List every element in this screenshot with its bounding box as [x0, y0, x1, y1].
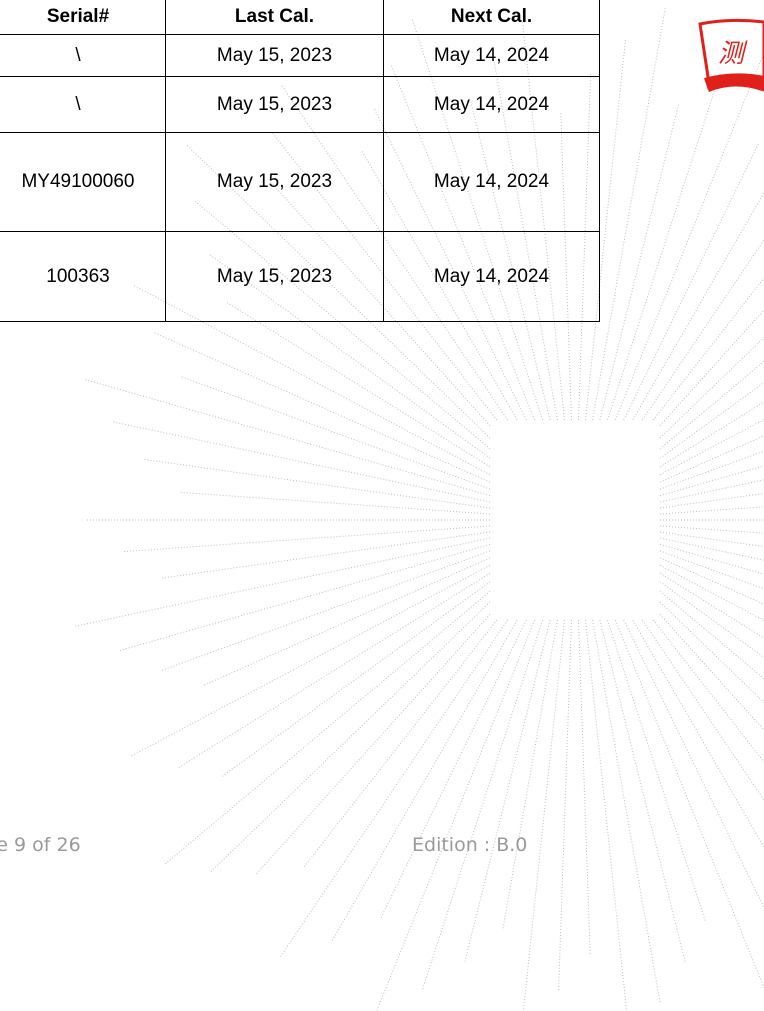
header-cell: Next Cal. [384, 0, 600, 35]
table-cell: May 14, 2024 [384, 35, 600, 77]
watermark-ray [112, 422, 490, 502]
watermark-ray [633, 620, 764, 910]
watermark-ray [304, 620, 497, 867]
watermark-ray [559, 620, 572, 991]
watermark-ray [578, 620, 590, 954]
watermark-ray [660, 186, 764, 438]
watermark-ray [593, 6, 666, 420]
table-cell: May 14, 2024 [384, 133, 600, 232]
table-cell: May 14, 2024 [384, 232, 600, 322]
watermark-ray [633, 121, 764, 420]
watermark-ray [375, 620, 535, 1011]
header-cell: Serial# [0, 0, 166, 35]
watermark-ray [83, 379, 490, 496]
watermark-ray [123, 526, 490, 552]
watermark-ray [660, 465, 764, 508]
watermark-ray [660, 285, 764, 467]
watermark-ray [642, 103, 764, 420]
watermark-ray [280, 620, 508, 957]
watermark-ray [226, 302, 490, 467]
watermark-ray [660, 532, 764, 584]
watermark-ray [132, 565, 490, 756]
calibration-table: Serial# Last Cal. Next Cal. \May 15, 202… [0, 0, 600, 322]
table-cell: May 15, 2023 [166, 133, 384, 232]
watermark-ray [144, 459, 490, 508]
watermark-ray [660, 565, 764, 766]
table-cell: May 15, 2023 [166, 232, 384, 322]
table-cell: MY49100060 [0, 133, 166, 232]
header-cell: Last Cal. [166, 0, 384, 35]
watermark-ray [586, 620, 631, 1011]
watermark-ray [600, 103, 679, 420]
watermark-ray [660, 278, 764, 458]
page-number: Page 9 of 26 [0, 834, 81, 856]
watermark-ray [177, 573, 490, 769]
table-cell: May 15, 2023 [166, 77, 384, 133]
watermark-ray [660, 538, 764, 623]
watermark-ray [653, 620, 764, 928]
watermark-ray [180, 376, 490, 489]
watermark-ray [503, 620, 558, 930]
stamp: 测 [690, 18, 764, 98]
stamp-text: 测 [718, 39, 748, 69]
watermark-ray [660, 544, 764, 632]
watermark-ray [642, 620, 764, 975]
watermark-ray [660, 614, 764, 877]
table-cell: \ [0, 35, 166, 77]
watermark-ray [607, 74, 719, 420]
watermark-ray [660, 490, 764, 514]
watermark-ray [660, 602, 764, 822]
watermark-ray [164, 591, 490, 864]
watermark-ray [660, 419, 764, 502]
watermark-ray [179, 492, 490, 514]
watermark-ray [660, 396, 764, 496]
watermark-ray [332, 620, 517, 940]
watermark-ray [624, 143, 759, 420]
table-cell: 100363 [0, 232, 166, 322]
watermark-ray [653, 90, 764, 420]
watermark-ray [615, 48, 764, 420]
stamp-band [704, 73, 764, 90]
edition: Edition : B.0 [412, 834, 527, 856]
watermark-ray [522, 620, 565, 1011]
watermark-ray [221, 582, 490, 777]
watermark-ray [155, 333, 490, 482]
header-row: Serial# Last Cal. Next Cal. [0, 0, 600, 35]
watermark-ray [624, 620, 764, 954]
watermark-ray [422, 620, 542, 990]
watermark-ray [660, 573, 764, 751]
watermark-ray [607, 620, 705, 921]
watermark-ray [465, 620, 550, 962]
page: {"table": {"headers": ["Serial#", "Last … [0, 0, 764, 1011]
watermark-ray [660, 296, 764, 475]
watermark-ray [660, 192, 764, 449]
table-cell: May 15, 2023 [166, 35, 384, 77]
watermark-ray [660, 526, 764, 550]
watermark-ray [204, 558, 490, 685]
table-cell: May 14, 2024 [384, 77, 600, 133]
watermark-ray [600, 620, 685, 963]
watermark-ray [660, 591, 764, 855]
watermark-ray [615, 620, 764, 999]
table-cell: \ [0, 77, 166, 133]
watermark-ray [118, 544, 490, 651]
watermark-ray [162, 532, 490, 578]
watermark-ray [75, 538, 490, 626]
watermark-ray [211, 602, 490, 872]
